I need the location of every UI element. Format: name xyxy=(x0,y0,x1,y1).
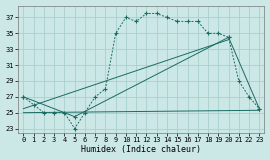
X-axis label: Humidex (Indice chaleur): Humidex (Indice chaleur) xyxy=(81,145,201,154)
